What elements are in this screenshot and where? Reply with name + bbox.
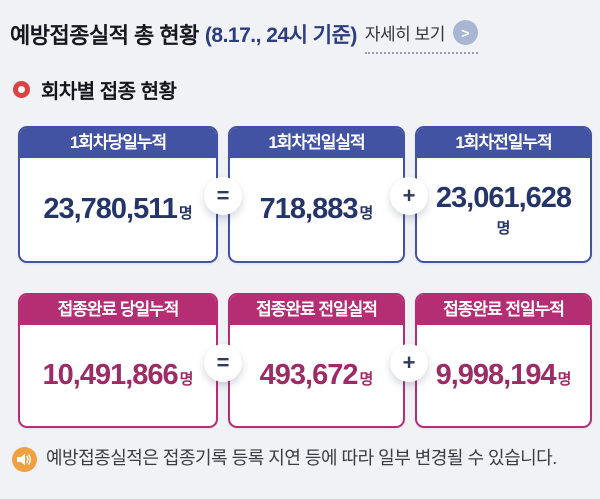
section-bullet-icon bbox=[13, 81, 30, 98]
chevron-right-icon[interactable]: > bbox=[452, 20, 478, 45]
stat-unit: 명 bbox=[359, 371, 374, 388]
detail-link[interactable]: 자세히 보기 > bbox=[364, 20, 478, 54]
stat-card-header: 1회차당일누적 bbox=[20, 128, 216, 158]
stat-unit: 명 bbox=[179, 371, 194, 388]
stat-unit: 명 bbox=[557, 371, 572, 388]
stat-card-body: 9,998,194 명 bbox=[417, 325, 590, 426]
footer-note: 예방접종실적은 접종기록 등록 지연 등에 따라 일부 변경될 수 있습니다. bbox=[12, 445, 586, 472]
stat-card-body: 10,491,866 명 bbox=[20, 325, 216, 426]
stat-value: 718,883 bbox=[259, 193, 359, 225]
page-header: 예방접종실적 총 현황 (8.17., 24시 기준) 자세히 보기 > bbox=[0, 0, 600, 54]
stat-card-complete-prevday-cumulative: 접종완료 전일누적 9,998,194 명 bbox=[415, 293, 592, 428]
stat-value: 9,998,194 bbox=[435, 359, 557, 391]
stat-card-header: 1회차전일누적 bbox=[417, 128, 590, 158]
plus-badge: + bbox=[390, 344, 428, 382]
stat-card-header: 접종완료 전일실적 bbox=[230, 295, 403, 325]
stat-value: 10,491,866 bbox=[42, 359, 179, 391]
stat-card-body: 23,061,628 명 bbox=[417, 158, 590, 261]
stat-card-dose1-today-cumulative: 1회차당일누적 23,780,511 명 bbox=[18, 126, 218, 263]
stats-row-first-dose: 1회차당일누적 23,780,511 명 1회차전일실적 718,883 명 1회차… bbox=[18, 126, 592, 263]
report-date: (8.17., 24시 기준) bbox=[204, 23, 358, 47]
detail-link-label[interactable]: 자세히 보기 bbox=[364, 25, 445, 44]
section-header: 회차별 접종 현황 bbox=[13, 75, 600, 104]
footer-note-text: 예방접종실적은 접종기록 등록 지연 등에 따라 일부 변경될 수 있습니다. bbox=[46, 448, 557, 468]
stat-unit: 명 bbox=[496, 219, 511, 237]
speaker-icon bbox=[12, 447, 37, 472]
equals-badge: = bbox=[204, 344, 242, 382]
equals-badge: = bbox=[204, 177, 242, 215]
stat-value: 23,061,628 bbox=[435, 181, 572, 214]
stat-card-body: 23,780,511 명 bbox=[20, 158, 216, 261]
section-title: 회차별 접종 현황 bbox=[41, 81, 177, 103]
stat-card-body: 493,672 명 bbox=[230, 325, 403, 426]
equals-icon: = bbox=[216, 183, 230, 208]
stat-value: 23,780,511 bbox=[43, 193, 178, 225]
stat-card-header: 접종완료 전일누적 bbox=[417, 295, 590, 325]
plus-badge: + bbox=[390, 177, 428, 215]
stat-card-dose1-prevday-count: 1회차전일실적 718,883 명 bbox=[228, 126, 405, 263]
stat-card-complete-today-cumulative: 접종완료 당일누적 10,491,866 명 bbox=[18, 293, 218, 428]
stat-card-header: 1회차전일실적 bbox=[230, 128, 403, 158]
stat-card-header: 접종완료 당일누적 bbox=[20, 295, 216, 325]
stat-unit: 명 bbox=[359, 205, 374, 222]
page-title: 예방접종실적 총 현황 bbox=[10, 22, 199, 48]
plus-icon: + bbox=[402, 350, 416, 375]
stat-card-body: 718,883 명 bbox=[230, 158, 403, 261]
stat-card-dose1-prevday-cumulative: 1회차전일누적 23,061,628 명 bbox=[415, 126, 592, 263]
equals-icon: = bbox=[216, 350, 230, 375]
stat-card-complete-prevday-count: 접종완료 전일실적 493,672 명 bbox=[228, 293, 405, 428]
plus-icon: + bbox=[402, 183, 416, 208]
chevron-glyph: > bbox=[461, 24, 470, 41]
stat-unit: 명 bbox=[178, 205, 193, 222]
stats-row-completed: 접종완료 당일누적 10,491,866 명 접종완료 전일실적 493,672 명… bbox=[18, 293, 592, 428]
stat-value: 493,672 bbox=[259, 359, 359, 391]
